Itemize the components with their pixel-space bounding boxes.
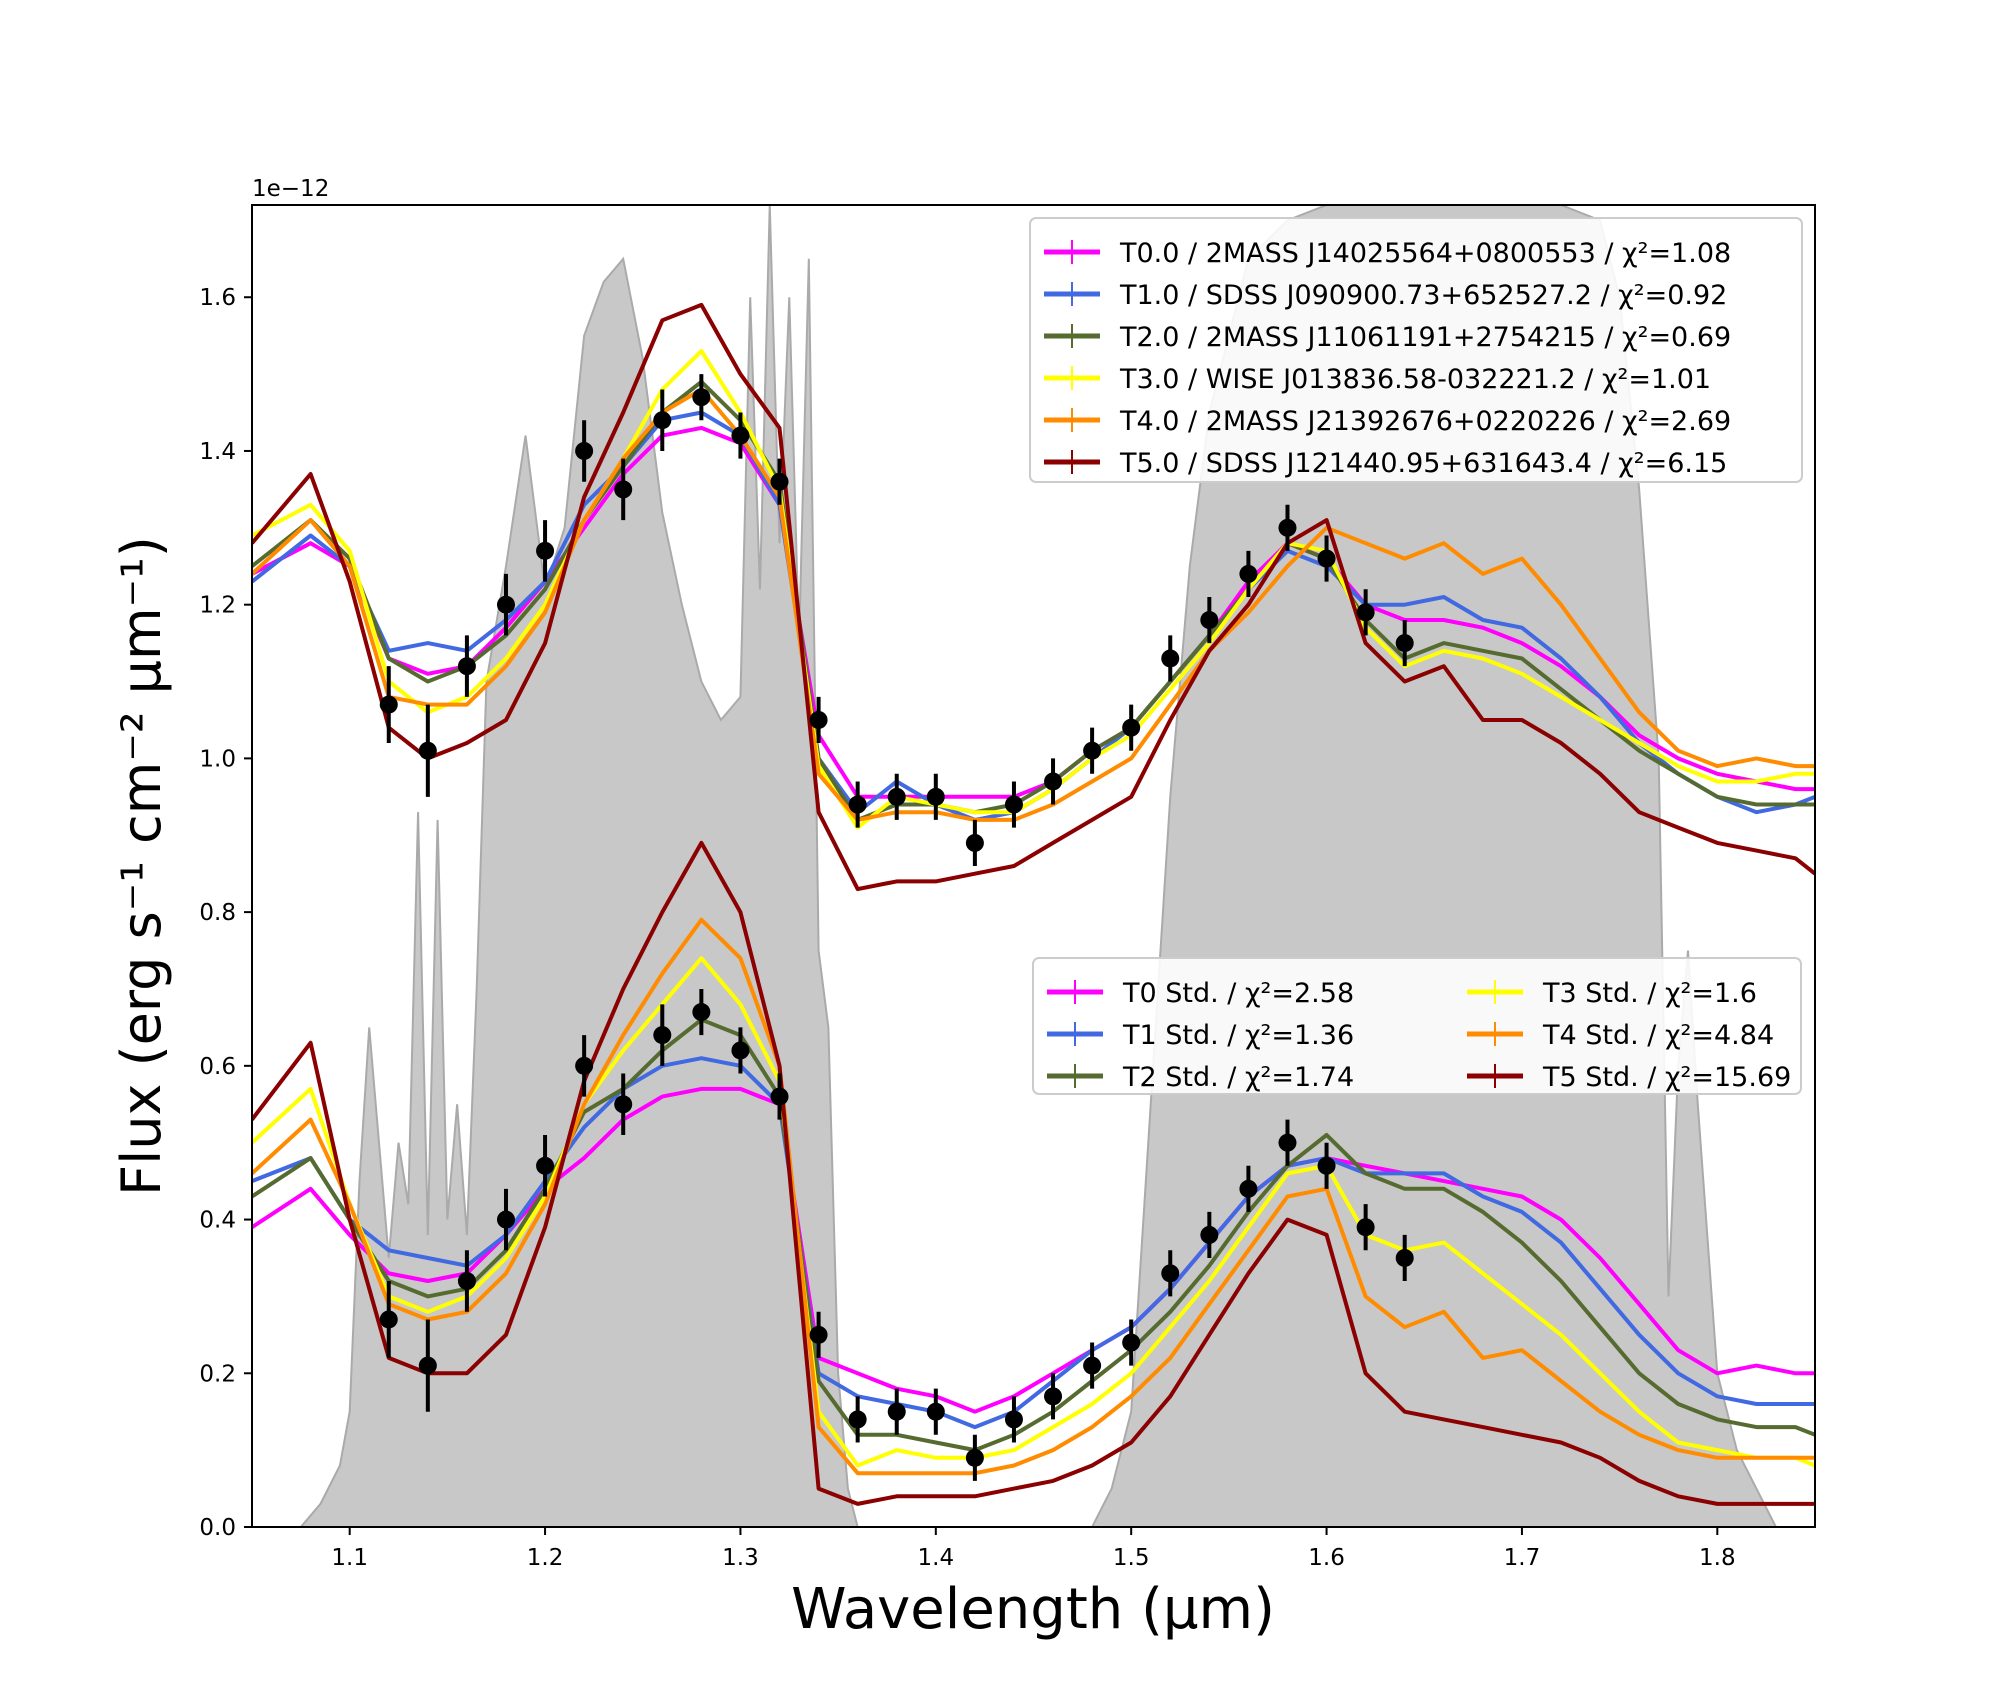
legend-top-label-2: T2.0 / 2MASS J11061191+2754215 / χ²=0.69 bbox=[1119, 322, 1731, 353]
data-point-bottom-0 bbox=[379, 1310, 398, 1329]
data-point-bottom-6 bbox=[614, 1095, 633, 1114]
data-point-top-22 bbox=[1239, 564, 1258, 583]
y-tick-label: 0.6 bbox=[199, 1054, 236, 1080]
data-point-bottom-20 bbox=[1161, 1264, 1180, 1283]
x-tick-label: 1.5 bbox=[1113, 1545, 1150, 1571]
y-tick-label: 0.0 bbox=[199, 1515, 236, 1541]
data-point-top-25 bbox=[1356, 603, 1375, 622]
data-point-bottom-25 bbox=[1356, 1218, 1375, 1237]
data-point-bottom-7 bbox=[653, 1026, 672, 1045]
data-point-bottom-2 bbox=[457, 1272, 476, 1291]
legend-top-label-0: T0.0 / 2MASS J14025564+0800553 / χ²=1.08 bbox=[1119, 238, 1731, 269]
series-line-bottom-10 bbox=[252, 917, 1815, 1476]
data-point-top-21 bbox=[1200, 611, 1219, 630]
data-point-bottom-4 bbox=[536, 1156, 555, 1175]
data-point-bottom-15 bbox=[965, 1448, 984, 1467]
data-point-bottom-12 bbox=[848, 1410, 867, 1429]
x-tick-label: 1.2 bbox=[527, 1545, 564, 1571]
y-axis-ticks: 0.0 0.2 0.4 0.6 0.8 1.0 1.2 1.4 1.6 bbox=[199, 285, 252, 1541]
observed-points-layer bbox=[379, 374, 1414, 1481]
data-point-top-7 bbox=[653, 411, 672, 430]
data-point-bottom-9 bbox=[731, 1041, 750, 1060]
y-tick-label: 0.8 bbox=[199, 900, 236, 926]
plot-frame bbox=[251, 204, 1816, 1528]
legend-bottom-label-0: T0 Std. / χ²=2.58 bbox=[1122, 978, 1354, 1009]
data-point-bottom-10 bbox=[770, 1087, 789, 1106]
data-point-bottom-26 bbox=[1395, 1248, 1414, 1267]
y-tick-label: 1.2 bbox=[199, 593, 236, 619]
data-point-bottom-23 bbox=[1278, 1133, 1297, 1152]
x-axis-label: Wavelength (μm) bbox=[791, 1577, 1275, 1642]
data-point-top-1 bbox=[418, 741, 437, 760]
data-point-top-12 bbox=[848, 795, 867, 814]
data-point-top-16 bbox=[1004, 795, 1023, 814]
x-tick-label: 1.1 bbox=[331, 1545, 368, 1571]
legend-top-label-5: T5.0 / SDSS J121440.95+631643.4 / χ²=6.1… bbox=[1119, 448, 1727, 479]
data-point-top-13 bbox=[887, 787, 906, 806]
data-point-bottom-11 bbox=[809, 1325, 828, 1344]
data-point-bottom-1 bbox=[418, 1356, 437, 1375]
data-point-top-4 bbox=[536, 541, 555, 560]
data-point-bottom-17 bbox=[1044, 1387, 1063, 1406]
data-point-top-26 bbox=[1395, 634, 1414, 653]
data-point-top-15 bbox=[965, 833, 984, 852]
data-point-top-19 bbox=[1122, 718, 1141, 737]
legend-bottom: T0 Std. / χ²=2.58 T1 Std. / χ²=1.36 T2 Std… bbox=[1032, 957, 1802, 1095]
data-point-bottom-22 bbox=[1239, 1179, 1258, 1198]
x-tick-label: 1.6 bbox=[1308, 1545, 1345, 1571]
x-tick-label: 1.4 bbox=[918, 1545, 955, 1571]
legend-bottom-label-3: T3 Std. / χ²=1.6 bbox=[1542, 978, 1757, 1009]
legend-bottom-label-1: T1 Std. / χ²=1.36 bbox=[1122, 1020, 1354, 1051]
data-point-top-8 bbox=[692, 388, 711, 407]
legend-top-box bbox=[1029, 217, 1803, 483]
data-point-bottom-5 bbox=[575, 1056, 594, 1075]
data-point-top-2 bbox=[457, 657, 476, 676]
data-point-bottom-14 bbox=[926, 1402, 945, 1421]
y-axis-label: Flux (erg s⁻¹ cm⁻² μm⁻¹) bbox=[110, 536, 173, 1196]
x-tick-label: 1.7 bbox=[1504, 1545, 1541, 1571]
series-line-bottom-11 bbox=[252, 840, 1815, 1506]
legend-top-label-3: T3.0 / WISE J013836.58-032221.2 / χ²=1.0… bbox=[1119, 364, 1711, 395]
data-point-top-14 bbox=[926, 787, 945, 806]
legend-top-label-1: T1.0 / SDSS J090900.73+652527.2 / χ²=0.9… bbox=[1119, 280, 1727, 311]
y-tick-label: 0.2 bbox=[199, 1361, 236, 1387]
legend-top: T0.0 / 2MASS J14025564+0800553 / χ²=1.08… bbox=[1029, 217, 1803, 483]
data-point-top-9 bbox=[731, 426, 750, 445]
data-point-bottom-8 bbox=[692, 1003, 711, 1022]
data-point-top-5 bbox=[575, 441, 594, 460]
legend-bottom-box bbox=[1032, 957, 1802, 1095]
y-tick-label: 0.4 bbox=[199, 1208, 236, 1234]
series-line-top-5 bbox=[252, 302, 1815, 892]
data-point-bottom-21 bbox=[1200, 1225, 1219, 1244]
x-axis-ticks: 1.1 1.2 1.3 1.4 1.5 1.6 1.7 1.8 bbox=[331, 1527, 1736, 1571]
y-tick-label: 1.6 bbox=[199, 285, 236, 311]
x-tick-label: 1.8 bbox=[1699, 1545, 1736, 1571]
y-tick-label: 1.4 bbox=[199, 439, 236, 465]
data-point-top-10 bbox=[770, 472, 789, 491]
legend-bottom-label-5: T5 Std. / χ²=15.69 bbox=[1542, 1062, 1791, 1093]
data-point-top-0 bbox=[379, 695, 398, 714]
data-point-top-3 bbox=[496, 595, 515, 614]
legend-bottom-label-4: T4 Std. / χ²=4.84 bbox=[1542, 1020, 1774, 1051]
data-point-bottom-13 bbox=[887, 1402, 906, 1421]
data-point-bottom-24 bbox=[1317, 1156, 1336, 1175]
data-point-bottom-19 bbox=[1122, 1333, 1141, 1352]
y-offset-label: 1e−12 bbox=[252, 176, 329, 202]
data-point-bottom-16 bbox=[1004, 1410, 1023, 1429]
x-tick-label: 1.3 bbox=[722, 1545, 759, 1571]
series-line-bottom-9 bbox=[252, 956, 1815, 1468]
data-point-bottom-3 bbox=[496, 1210, 515, 1229]
y-tick-label: 1.0 bbox=[199, 746, 236, 772]
data-point-top-11 bbox=[809, 710, 828, 729]
data-point-top-6 bbox=[614, 480, 633, 499]
data-point-top-23 bbox=[1278, 518, 1297, 537]
legend-top-label-4: T4.0 / 2MASS J21392676+0220226 / χ²=2.69 bbox=[1119, 406, 1731, 437]
data-point-top-24 bbox=[1317, 549, 1336, 568]
data-point-top-18 bbox=[1083, 741, 1102, 760]
data-point-top-17 bbox=[1044, 772, 1063, 791]
data-point-top-20 bbox=[1161, 649, 1180, 668]
legend-bottom-label-2: T2 Std. / χ²=1.74 bbox=[1122, 1062, 1354, 1093]
data-point-bottom-18 bbox=[1083, 1356, 1102, 1375]
